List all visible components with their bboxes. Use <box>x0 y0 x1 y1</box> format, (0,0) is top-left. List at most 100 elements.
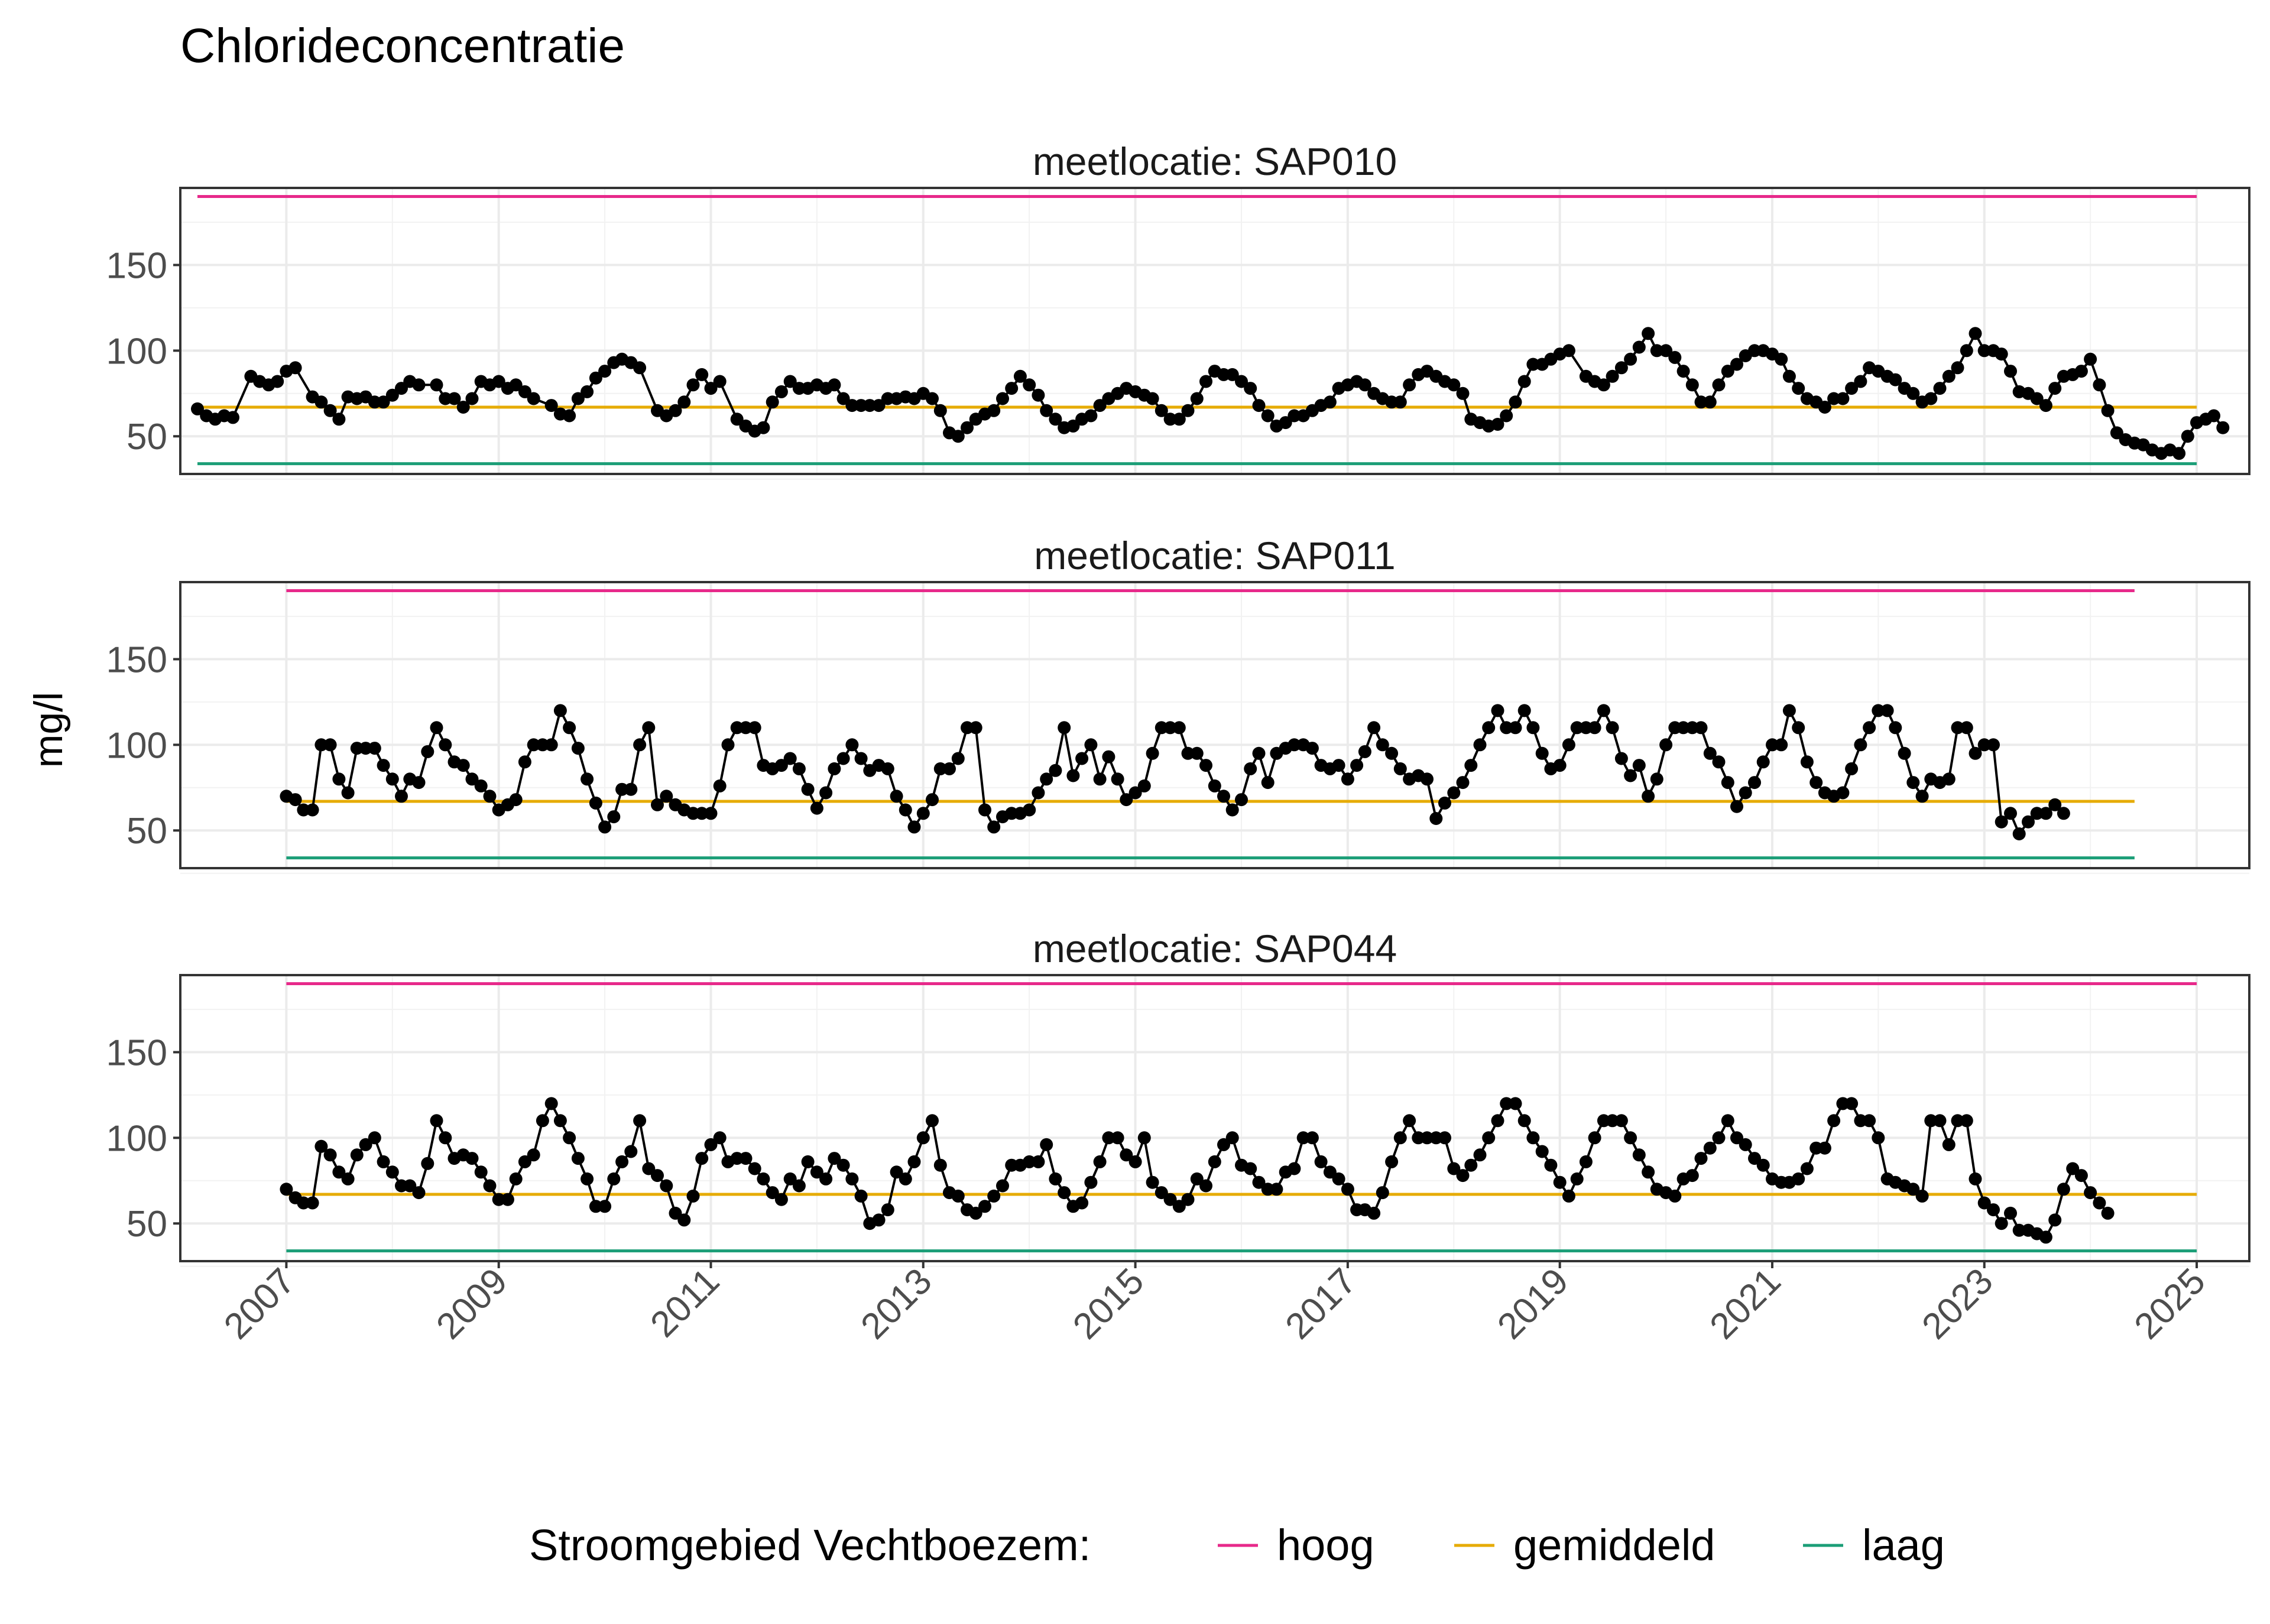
facet-strip-label: meetlocatie: SAP044 <box>1033 927 1397 970</box>
data-point <box>1429 812 1443 825</box>
data-point <box>792 1179 806 1193</box>
data-point <box>1624 352 1637 366</box>
data-point <box>1058 721 1071 735</box>
data-point <box>854 752 868 765</box>
data-point <box>845 1172 859 1185</box>
data-point <box>1456 386 1470 400</box>
data-point <box>660 790 673 803</box>
data-point <box>1102 1131 1115 1145</box>
data-point <box>845 738 859 752</box>
data-point <box>1694 721 1708 735</box>
data-point <box>395 790 408 803</box>
data-point <box>633 1114 647 1128</box>
data-point <box>1279 416 1292 430</box>
data-point <box>1376 738 1389 752</box>
data-point <box>1509 1097 1522 1110</box>
data-point <box>951 1189 965 1203</box>
data-point <box>1526 358 1540 371</box>
data-point <box>704 382 718 395</box>
data-point <box>2093 1196 2106 1210</box>
data-point <box>836 752 850 765</box>
data-point <box>1650 344 1663 358</box>
data-point <box>589 371 602 385</box>
data-point <box>669 1206 682 1220</box>
data-point <box>1951 721 1964 735</box>
data-point <box>288 793 302 807</box>
data-point <box>1517 375 1531 388</box>
data-point <box>1093 772 1107 786</box>
data-point <box>1721 1114 1734 1128</box>
data-point <box>828 1152 841 1165</box>
data-point <box>589 796 602 810</box>
data-point <box>403 1179 417 1193</box>
data-point <box>1872 1131 1885 1145</box>
data-point <box>1190 746 1204 760</box>
data-point <box>323 1148 337 1162</box>
y-tick-label: 150 <box>106 1032 167 1073</box>
data-point <box>1500 721 1513 735</box>
data-point <box>748 721 761 735</box>
data-point <box>1650 772 1663 786</box>
data-point <box>544 1097 558 1110</box>
data-point <box>1818 401 1831 414</box>
data-point <box>1624 769 1637 782</box>
data-point <box>439 1131 452 1145</box>
data-point <box>2030 807 2044 820</box>
data-point <box>1385 746 1399 760</box>
data-point <box>1676 365 1690 378</box>
facet-panels: meetlocatie: SAP01050100150meetlocatie: … <box>106 139 2250 1267</box>
data-point <box>1323 395 1337 409</box>
data-point <box>1421 772 1434 786</box>
data-point <box>1553 1175 1567 1189</box>
data-point <box>544 738 558 752</box>
data-point <box>2084 1186 2097 1200</box>
data-point <box>1111 772 1124 786</box>
data-point <box>1066 419 1080 433</box>
data-point <box>1526 721 1540 735</box>
panel-border <box>179 581 2250 869</box>
data-point <box>1288 738 1301 752</box>
data-point <box>1128 1155 1142 1168</box>
data-point <box>1933 1114 1947 1128</box>
data-point <box>713 1131 727 1145</box>
data-point <box>1606 369 1619 383</box>
data-point <box>651 1169 664 1183</box>
data-point <box>1075 1196 1089 1210</box>
data-point <box>739 1152 753 1165</box>
data-point <box>1032 786 1045 800</box>
data-point <box>1544 1158 1558 1172</box>
data-point <box>1376 1186 1389 1200</box>
data-point <box>1792 1172 1805 1185</box>
data-point <box>2022 815 2035 829</box>
data-point <box>1632 759 1646 772</box>
data-point <box>1199 1179 1212 1193</box>
data-point <box>2110 426 2123 440</box>
data-point <box>2048 798 2062 811</box>
data-point <box>2172 447 2186 460</box>
data-point <box>1906 386 1920 400</box>
data-point <box>1120 793 1133 807</box>
data-point <box>1782 704 1796 717</box>
data-point <box>1111 1131 1124 1145</box>
legend-label-hoog: hoog <box>1277 1521 1374 1570</box>
data-point <box>792 762 806 775</box>
data-point <box>314 395 328 409</box>
data-point <box>465 772 479 786</box>
data-point <box>1482 1131 1496 1145</box>
data-point <box>1995 815 2008 829</box>
data-point <box>615 1155 629 1168</box>
data-point <box>1305 742 1319 755</box>
data-point <box>1385 1155 1399 1168</box>
data-point <box>2074 365 2088 378</box>
data-point <box>1800 1162 1814 1175</box>
data-point <box>881 762 894 775</box>
data-point <box>686 378 700 392</box>
data-point <box>306 1196 319 1210</box>
data-point <box>1005 382 1019 395</box>
data-point <box>933 1158 947 1172</box>
data-point <box>483 790 497 803</box>
data-point <box>1421 1131 1434 1145</box>
data-point <box>2048 382 2062 395</box>
data-point <box>1093 399 1107 413</box>
data-point <box>191 402 204 415</box>
